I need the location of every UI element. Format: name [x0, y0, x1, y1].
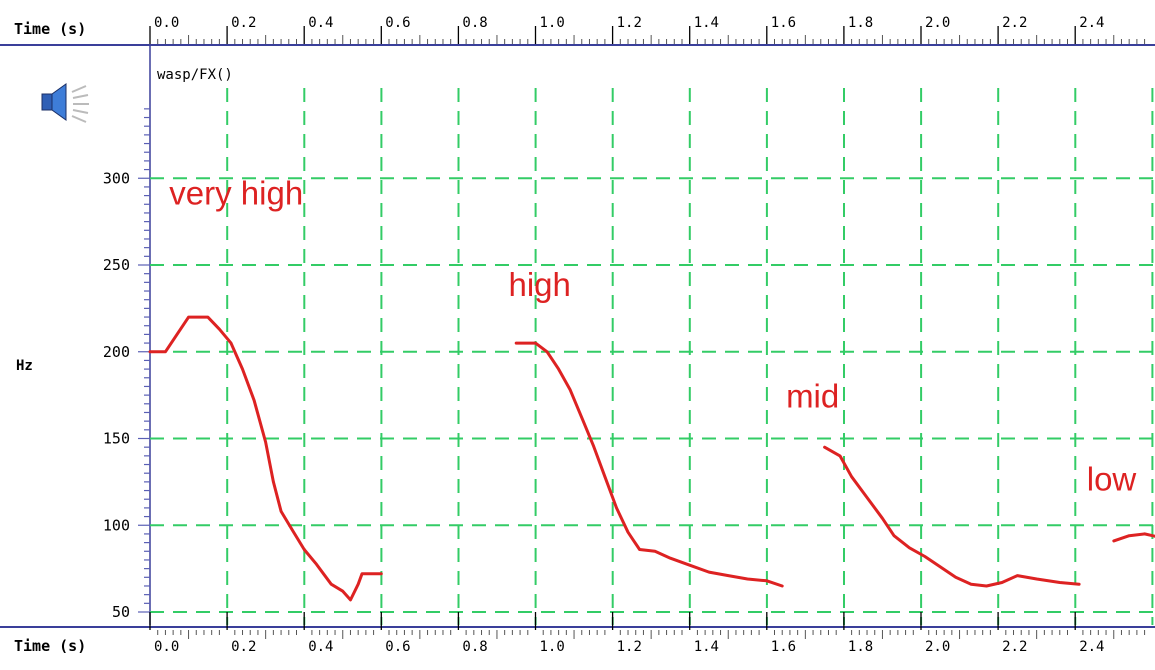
plot-pane: wasp/FX() 50 100 150 200 250 300 very high hig…	[103, 46, 1155, 625]
x-tick-label: 0.6	[385, 639, 410, 655]
y-tick-label: 300	[103, 169, 130, 187]
x-tick-label: 0.2	[231, 639, 256, 655]
x-tick-label: 0.6	[385, 15, 410, 31]
x-tick-label: 2.0	[925, 639, 950, 655]
pitch-contour-mid	[823, 445, 1081, 588]
x-tick-label: 0.8	[462, 639, 487, 655]
x-tick-label: 0.8	[462, 15, 487, 31]
x-tick-label: 1.6	[771, 15, 796, 31]
x-tick-label: 1.0	[540, 15, 565, 31]
y-tick-label: 50	[112, 603, 130, 621]
tone-annotations: very high high mid low	[169, 174, 1136, 497]
x-tick-label: 1.4	[694, 15, 719, 31]
y-tick-label: 100	[103, 516, 130, 534]
annotation-mid: mid	[786, 377, 839, 414]
y-unit-label: Hz	[16, 358, 33, 374]
x-tick-label: 1.4	[694, 639, 719, 655]
bottom-time-ruler: Time (s) 0.0 0.2 0.4 0.6 0.8 1.0 1.2 1.4 1.6 1.8 2…	[14, 612, 1146, 655]
bottom-time-axis-label: Time (s)	[14, 637, 86, 655]
y-tick-label: 250	[103, 256, 130, 274]
x-tick-label: 1.8	[848, 15, 873, 31]
annotation-very-high: very high	[169, 174, 303, 211]
pitch-contour-low	[1112, 532, 1155, 543]
y-tick-label: 200	[103, 343, 130, 361]
annotation-low: low	[1087, 461, 1137, 498]
x-tick-label: 2.2	[1002, 15, 1027, 31]
x-tick-label: 2.0	[925, 15, 950, 31]
annotation-high: high	[509, 266, 571, 303]
x-tick-label: 0.0	[154, 639, 179, 655]
x-tick-label: 1.2	[617, 15, 642, 31]
x-tick-label: 0.4	[308, 639, 333, 655]
x-tick-label: 2.4	[1079, 639, 1104, 655]
pitch-contours	[148, 315, 1155, 602]
x-tick-label: 2.4	[1079, 15, 1104, 31]
x-tick-label: 1.8	[848, 639, 873, 655]
x-tick-label: 0.2	[231, 15, 256, 31]
x-tick-label: 1.0	[540, 639, 565, 655]
x-tick-label: 1.6	[771, 639, 796, 655]
grid-lines	[150, 88, 1155, 625]
x-tick-label: 0.4	[308, 15, 333, 31]
pane-title: wasp/FX()	[157, 67, 233, 83]
y-tick-label: 150	[103, 430, 130, 448]
y-axis-ticks: 50 100 150 200 250 300	[103, 108, 150, 621]
speaker-icon[interactable]	[41, 83, 89, 123]
x-tick-label: 2.2	[1002, 639, 1027, 655]
x-tick-label: 1.2	[617, 639, 642, 655]
pitch-contour-high	[514, 341, 784, 588]
pitch-contour-very-high	[148, 315, 383, 602]
top-time-ruler: Time (s) 0.0 0.2 0.4 0.6 0.8 1.0 1.2 1.4 1.6 1.8 2…	[14, 15, 1146, 44]
top-time-axis-label: Time (s)	[14, 20, 86, 38]
x-tick-label: 0.0	[154, 15, 179, 31]
